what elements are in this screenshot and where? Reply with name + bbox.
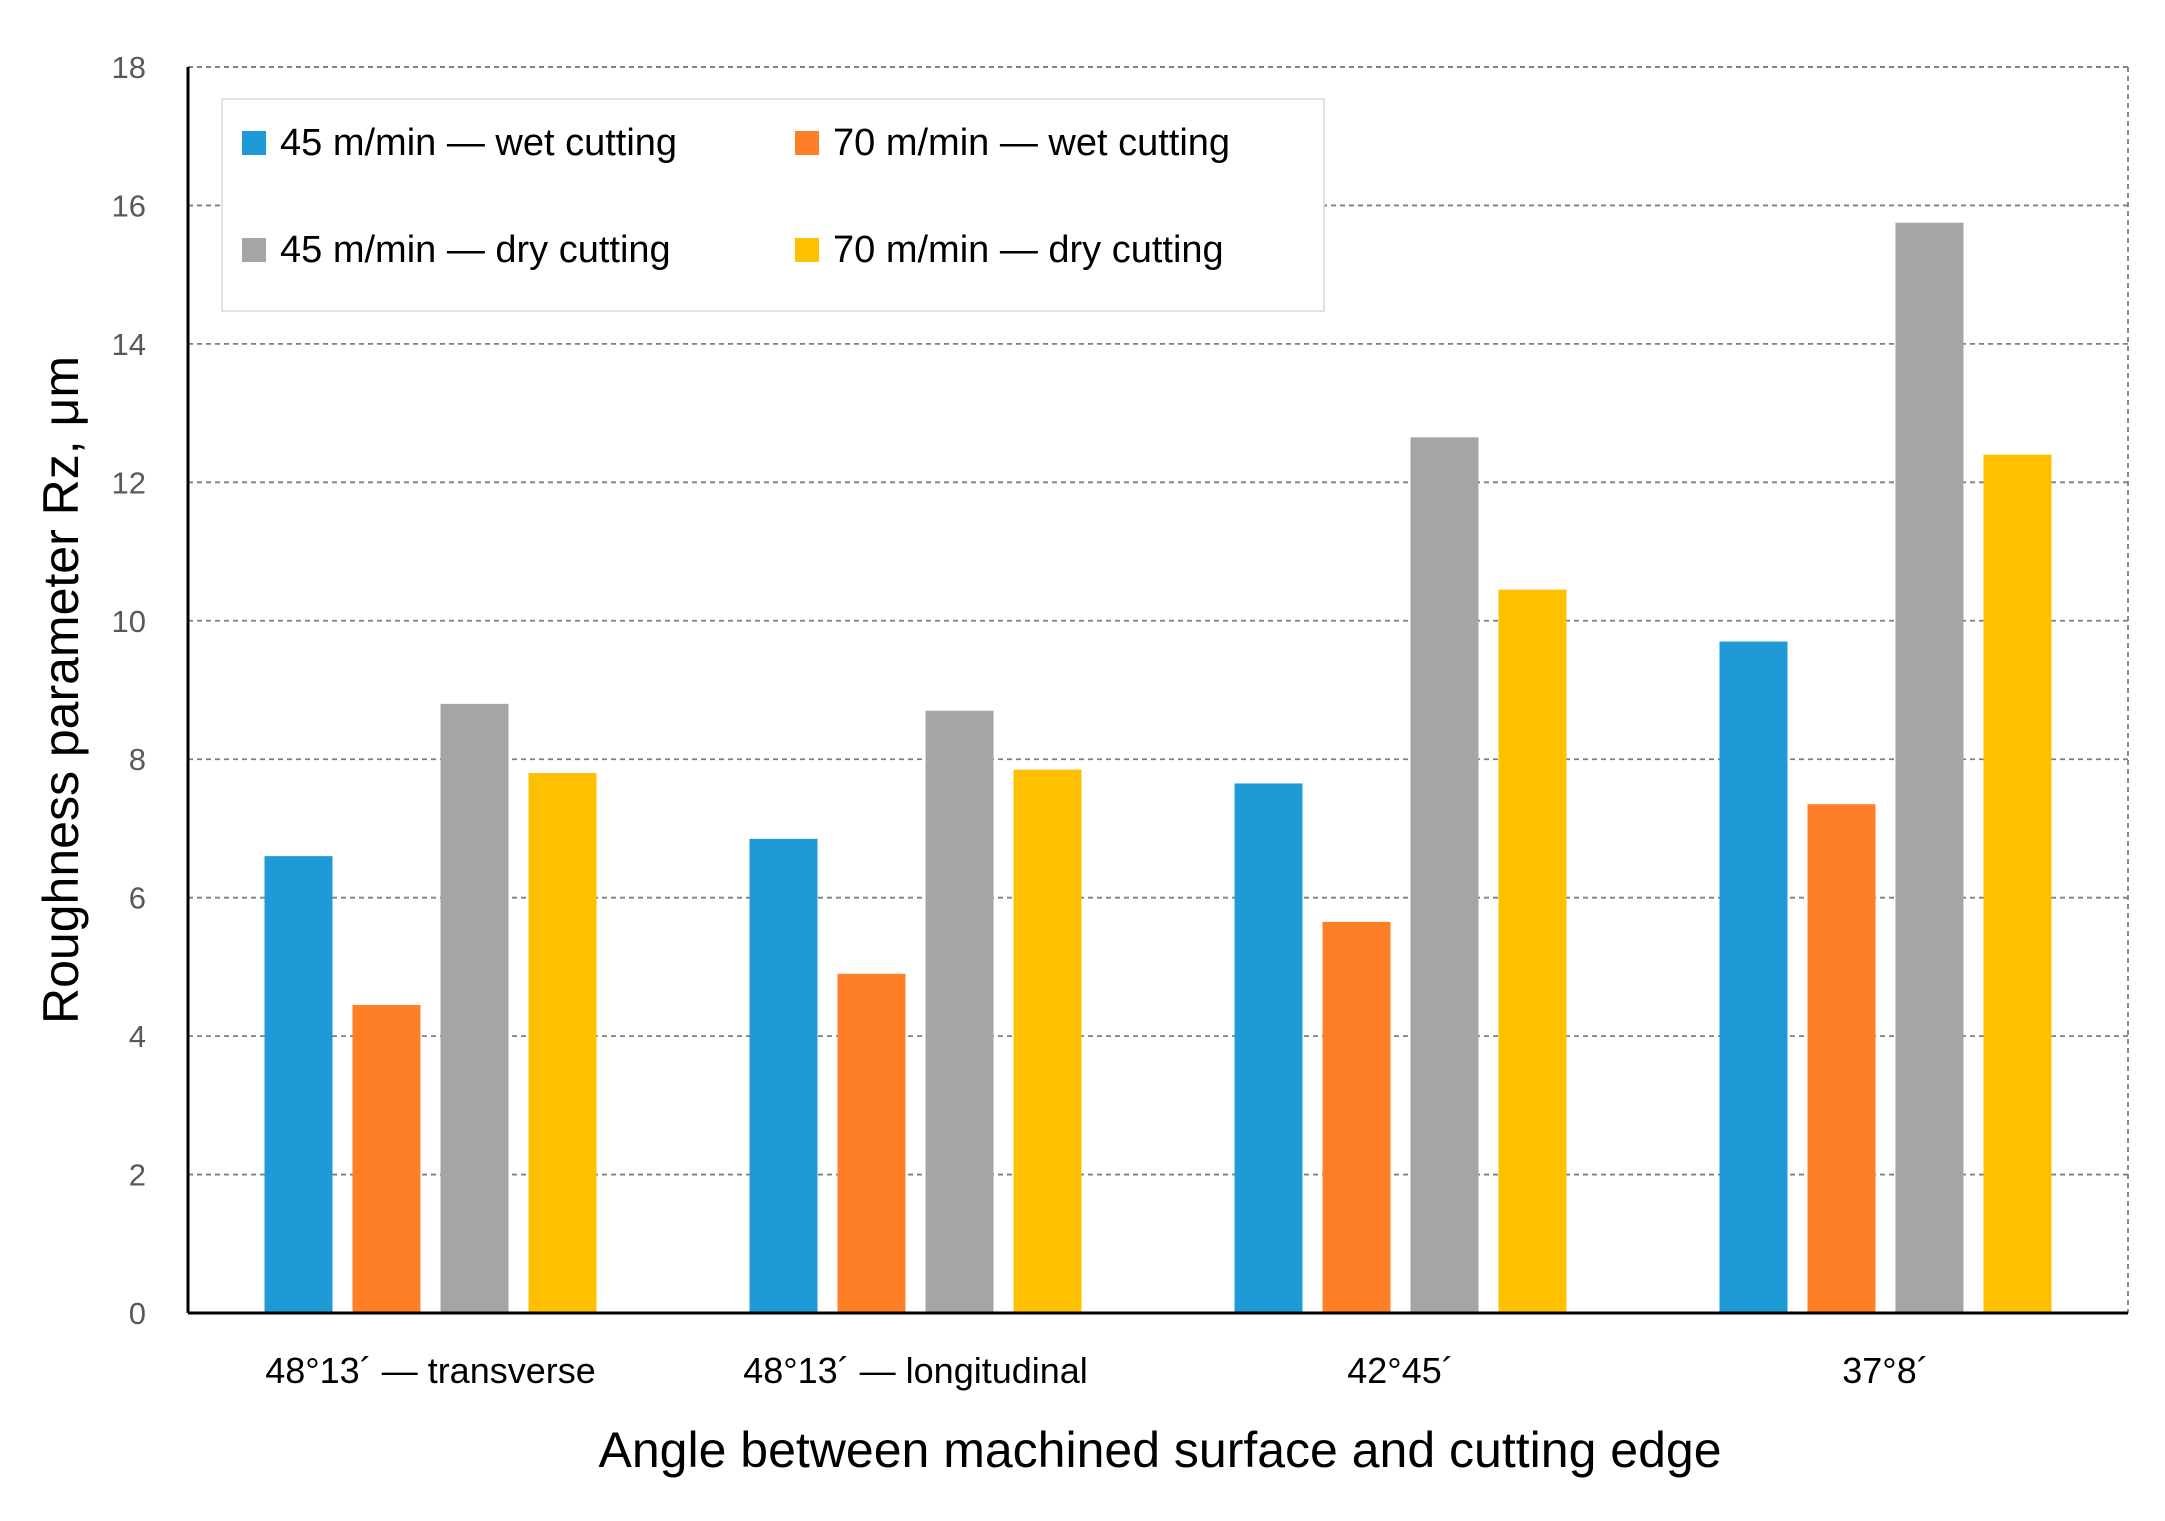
x-category-label: 48°13´ — transverse bbox=[265, 1350, 596, 1391]
legend-swatch bbox=[242, 238, 266, 262]
y-tick-label: 6 bbox=[129, 881, 146, 916]
y-tick-label: 8 bbox=[129, 742, 146, 777]
legend: 45 m/min — wet cutting 70 m/min — wet cut… bbox=[221, 98, 1325, 312]
bar-2-2 bbox=[837, 973, 906, 1313]
bar-2-4 bbox=[1807, 804, 1876, 1313]
y-tick-label: 12 bbox=[112, 465, 146, 500]
legend-swatch bbox=[795, 238, 819, 262]
bar-1-4 bbox=[1719, 641, 1788, 1313]
legend-label: 70 m/min — wet cutting bbox=[833, 122, 1230, 164]
bar-4-3 bbox=[1498, 589, 1567, 1313]
legend-swatch bbox=[795, 131, 819, 155]
bars bbox=[264, 222, 2052, 1314]
legend-label: 45 m/min — dry cutting bbox=[280, 229, 671, 271]
legend-label: 70 m/min — dry cutting bbox=[833, 229, 1224, 271]
bar-1-1 bbox=[264, 856, 333, 1313]
legend-label: 45 m/min — wet cutting bbox=[280, 122, 677, 164]
bar-4-4 bbox=[1983, 454, 2052, 1314]
legend-swatch bbox=[242, 131, 266, 155]
y-tick-label: 14 bbox=[112, 327, 146, 362]
bar-2-1 bbox=[352, 1004, 421, 1313]
y-tick-label: 18 bbox=[112, 50, 146, 85]
bar-1-3 bbox=[1234, 783, 1303, 1313]
y-tick-label: 4 bbox=[129, 1019, 146, 1054]
y-tick-label: 16 bbox=[112, 188, 146, 223]
x-category-label: 37°8´ bbox=[1842, 1350, 1928, 1391]
bar-3-4 bbox=[1895, 222, 1964, 1313]
legend-box bbox=[221, 98, 1325, 312]
x-category-labels: 48°13´ — transverse 48°13´ — longitudinal… bbox=[265, 1350, 1929, 1391]
axes bbox=[186, 66, 2129, 1315]
y-axis-title: Roughness parameter Rz, μm bbox=[33, 356, 89, 1024]
y-tick-label: 0 bbox=[129, 1296, 146, 1331]
x-category-label: 48°13´ — longitudinal bbox=[743, 1350, 1088, 1391]
x-axis-title: Angle between machined surface and cutti… bbox=[599, 1422, 1722, 1478]
y-tick-label: 10 bbox=[112, 604, 146, 639]
y-tick-labels: 0 2 4 6 8 10 12 14 16 18 bbox=[112, 50, 146, 1331]
bar-3-3 bbox=[1410, 437, 1479, 1314]
bar-3-2 bbox=[925, 710, 994, 1313]
y-tick-label: 2 bbox=[129, 1158, 146, 1193]
bar-3-1 bbox=[440, 703, 509, 1313]
bar-4-2 bbox=[1013, 769, 1082, 1313]
bar-2-3 bbox=[1322, 921, 1391, 1313]
bar-1-2 bbox=[749, 838, 818, 1313]
x-category-label: 42°45´ bbox=[1347, 1350, 1453, 1391]
bar-4-1 bbox=[528, 773, 597, 1313]
